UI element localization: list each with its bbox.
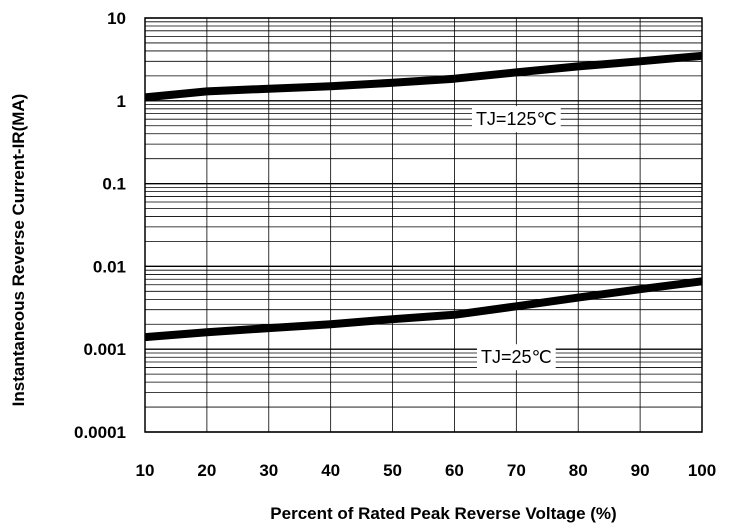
x-tick-label: 80 [569,461,588,480]
x-tick-label: 20 [197,461,216,480]
x-tick-label: 40 [321,461,340,480]
plot-frame [144,17,703,433]
series-line-2 [144,277,703,342]
y-tick-label: 0.0001 [74,423,126,442]
x-tick-label: 60 [445,461,464,480]
grid [144,17,703,433]
y-tick-label: 0.1 [102,175,126,194]
y-tick-label: 1 [117,92,126,111]
annotation-background [476,344,556,371]
y-tick-label: 0.001 [83,340,126,359]
x-axis-label: Percent of Rated Peak Reverse Voltage (%… [270,504,616,523]
series-line-1 [144,51,703,102]
annotation-label: TJ=25℃ [481,347,552,367]
y-tick-label: 10 [107,9,126,28]
y-axis-label: Instantaneous Reverse Current-IR(MA) [9,94,28,407]
series-group [144,51,703,342]
y-tick-label: 0.01 [93,257,126,276]
annotation-background [471,106,561,133]
x-tick-label: 100 [688,461,716,480]
x-tick-label: 30 [259,461,278,480]
annotations: TJ=125℃ TJ=25℃ [471,106,561,371]
x-tick-label: 90 [631,461,650,480]
x-tick-label: 50 [383,461,402,480]
x-tick-label: 10 [136,461,155,480]
annotation-label: TJ=125℃ [476,109,557,129]
tick-labels: 10 20 30 40 50 60 70 80 90 100 10 1 0.1 0.01 0.001 0.00… [74,9,716,480]
x-tick-label: 70 [507,461,526,480]
